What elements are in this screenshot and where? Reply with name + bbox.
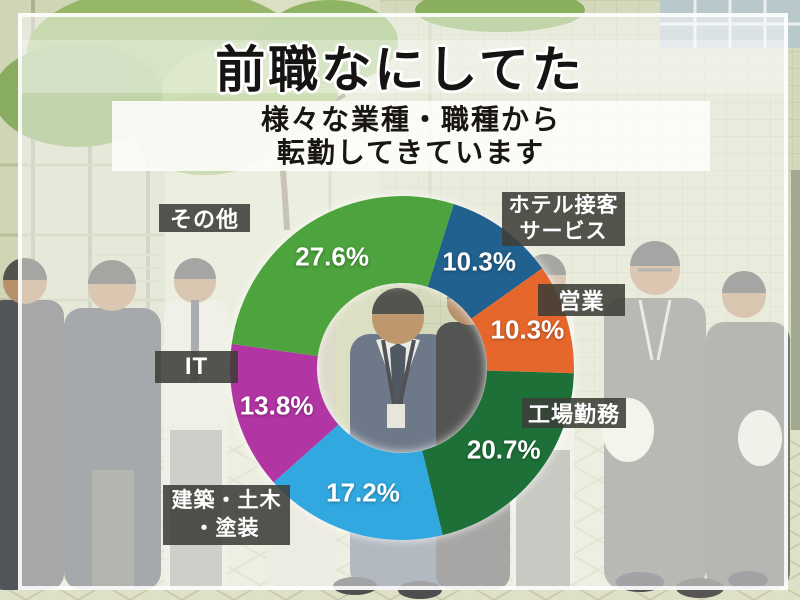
category-label-hotel: ホテル接客 サービス	[502, 192, 625, 246]
pct-label-0: 10.3%	[442, 246, 516, 277]
subtitle-line-2: 転勤してきています	[276, 137, 546, 168]
category-label-other: その他	[159, 204, 250, 232]
white-border-frame	[18, 13, 788, 590]
subtitle-banner: 様々な業種・職種から 転勤してきています	[112, 101, 710, 171]
category-label-construction: 建築・土木 ・塗装	[163, 485, 290, 545]
donut-slice-0	[427, 204, 543, 319]
donut-slice-5	[231, 196, 454, 357]
title-band	[22, 40, 784, 93]
pct-label-5: 27.6%	[295, 241, 369, 272]
page-title: 前職なにしてた	[215, 42, 585, 98]
pct-label-2: 20.7%	[466, 434, 541, 465]
category-label-factory: 工場勤務	[522, 398, 626, 428]
category-label-it: IT	[155, 351, 238, 383]
pct-label-1: 10.3%	[490, 314, 565, 345]
donut-slice-4	[230, 343, 339, 483]
pct-label-4: 13.8%	[239, 390, 314, 421]
donut-slice-3	[273, 424, 443, 540]
pct-label-3: 17.2%	[326, 477, 400, 508]
subtitle-line-1: 様々な業種・職種から	[260, 104, 561, 135]
category-label-sales: 営業	[538, 284, 625, 316]
